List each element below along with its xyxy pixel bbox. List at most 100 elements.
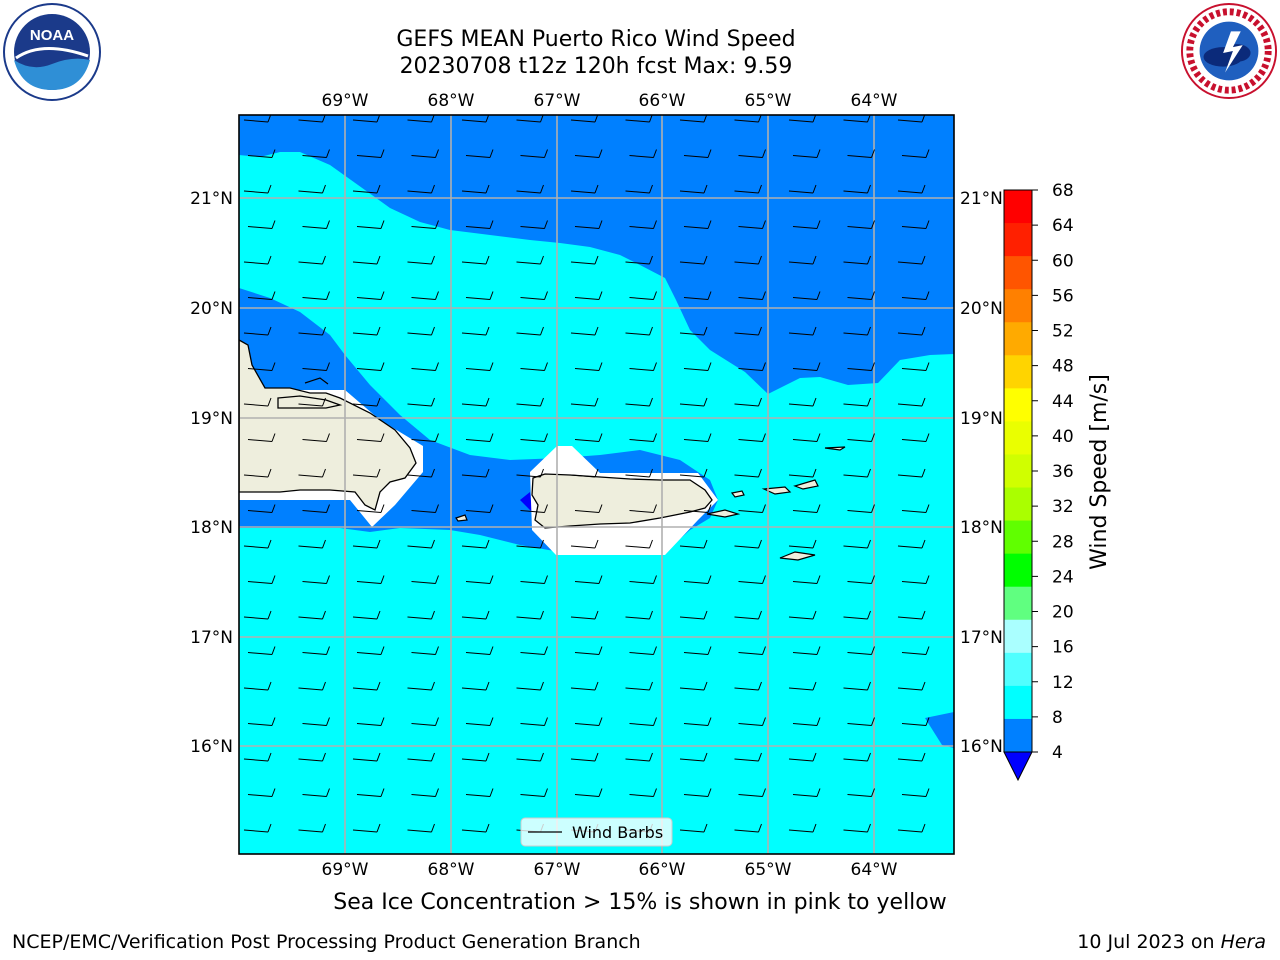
wind-barb bbox=[792, 788, 821, 797]
wind-barb bbox=[734, 610, 762, 620]
wind-barb bbox=[574, 362, 603, 371]
wind-barb bbox=[520, 646, 548, 655]
land-vieques bbox=[706, 509, 741, 518]
colorbar-segment bbox=[1004, 223, 1032, 257]
wind-barb bbox=[520, 362, 548, 371]
wind-barb bbox=[352, 468, 381, 478]
wind-barb bbox=[574, 504, 603, 513]
wind-barb bbox=[847, 220, 875, 229]
wind-barb bbox=[792, 575, 821, 584]
wind-barb bbox=[679, 397, 708, 407]
wind-barb bbox=[843, 468, 871, 478]
lon-tick-bottom: 66°W bbox=[639, 860, 686, 880]
gridlines bbox=[239, 115, 954, 854]
wind-barb bbox=[897, 823, 926, 833]
wind-barb bbox=[738, 646, 766, 655]
colorbar-segment bbox=[1004, 289, 1032, 323]
wind-barb bbox=[407, 397, 435, 407]
wind-barb bbox=[792, 717, 821, 726]
wind-barb bbox=[516, 681, 544, 691]
wind-barb bbox=[901, 788, 930, 797]
land-mona bbox=[455, 514, 468, 522]
wind-barb bbox=[788, 681, 817, 691]
wind-barb bbox=[625, 539, 653, 549]
wind-barbs bbox=[243, 115, 930, 833]
wind-barb bbox=[683, 291, 712, 300]
wind-barb bbox=[298, 184, 326, 194]
colorbar-segment bbox=[1004, 685, 1032, 720]
wind-barb bbox=[461, 610, 490, 620]
wind-barb bbox=[788, 610, 817, 620]
wind-barb bbox=[356, 362, 385, 371]
wind-barb bbox=[847, 291, 875, 300]
wind-barb bbox=[352, 397, 381, 407]
wind-barb bbox=[570, 255, 599, 265]
wind-barb bbox=[629, 291, 657, 300]
wind-barb bbox=[516, 397, 544, 407]
colorbar-segment bbox=[1004, 454, 1032, 489]
wind-barb bbox=[574, 220, 603, 229]
lon-tick-top: 68°W bbox=[428, 91, 475, 111]
wind-barb bbox=[243, 681, 272, 691]
colorbar-level-label: 4 bbox=[1052, 743, 1063, 763]
wind-barb bbox=[352, 539, 381, 549]
map-frame bbox=[238, 114, 955, 855]
wind-barb bbox=[625, 681, 653, 691]
wind-barb bbox=[407, 326, 435, 336]
wind-barb bbox=[356, 788, 385, 797]
colorbar-level-label: 56 bbox=[1052, 286, 1074, 306]
lon-tick-top: 67°W bbox=[534, 91, 581, 111]
wind-barb bbox=[625, 326, 653, 336]
wind-barb bbox=[243, 255, 272, 265]
wind-barb bbox=[243, 823, 272, 833]
land-culebra bbox=[730, 490, 745, 498]
wind-barb bbox=[683, 717, 712, 726]
lat-tick-left: 19°N bbox=[190, 409, 233, 429]
lat-tick-right: 16°N bbox=[960, 737, 1003, 757]
wind-barb bbox=[629, 646, 657, 655]
wind-barb bbox=[247, 433, 276, 442]
wind-barb bbox=[520, 504, 548, 513]
wind-barb bbox=[683, 575, 712, 584]
wind-barb bbox=[574, 149, 603, 158]
wind-barb bbox=[298, 397, 326, 407]
colorbar-level-label: 16 bbox=[1052, 638, 1074, 658]
wind-barb bbox=[625, 255, 653, 265]
wind-barb bbox=[411, 362, 439, 371]
wind-barb bbox=[629, 433, 657, 442]
colorbar-level-label: 60 bbox=[1052, 251, 1074, 271]
wind-barb bbox=[247, 504, 276, 513]
wind-barb bbox=[901, 646, 930, 655]
wind-barb bbox=[407, 184, 435, 194]
wind-barb bbox=[574, 575, 603, 584]
wind-barb bbox=[847, 575, 875, 584]
lon-tick-bottom: 67°W bbox=[534, 860, 581, 880]
wind-barb bbox=[516, 752, 544, 762]
colorbar-segment bbox=[1004, 619, 1032, 654]
wind-barb bbox=[243, 397, 272, 407]
lon-tick-top: 69°W bbox=[322, 91, 369, 111]
wind-barb bbox=[897, 184, 926, 194]
wind-barb bbox=[843, 184, 871, 194]
wind-barb bbox=[247, 575, 276, 584]
wind-barb bbox=[407, 539, 435, 549]
wind-barb bbox=[738, 788, 766, 797]
wind-barb bbox=[679, 539, 708, 549]
wind-barb bbox=[570, 752, 599, 762]
colorbar-segment bbox=[1004, 520, 1032, 555]
nws-logo bbox=[1180, 2, 1278, 104]
wind-barb bbox=[465, 362, 494, 371]
wind-barb bbox=[302, 788, 330, 797]
colorbar-level-label: 28 bbox=[1052, 532, 1074, 552]
wind-barb bbox=[679, 255, 708, 265]
wind-barb bbox=[465, 220, 494, 229]
lat-ticks-left: 21°N 20°N 19°N 18°N 17°N 16°N bbox=[190, 189, 233, 757]
wind-barb bbox=[847, 646, 875, 655]
wind-barb bbox=[356, 220, 385, 229]
wind-barb bbox=[461, 255, 490, 265]
wind-barb bbox=[843, 681, 871, 691]
wind-barb bbox=[461, 468, 490, 478]
wind-barb bbox=[788, 255, 817, 265]
wind-barb bbox=[407, 468, 435, 478]
wind-barb bbox=[298, 752, 326, 762]
